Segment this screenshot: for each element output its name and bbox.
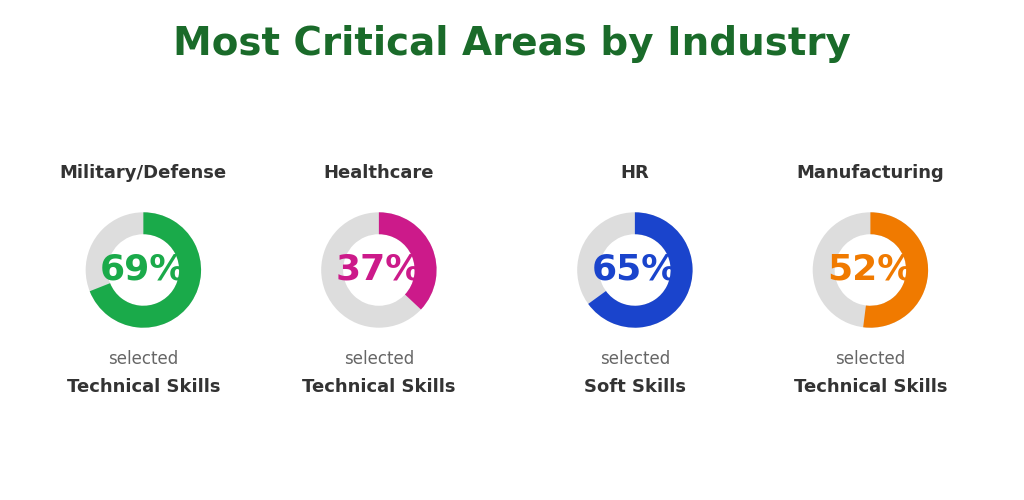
Wedge shape [90,212,201,328]
Text: Most Critical Areas by Industry: Most Critical Areas by Industry [173,25,851,63]
Text: selected: selected [109,350,178,368]
Text: 69%: 69% [100,253,186,287]
Text: Technical Skills: Technical Skills [794,378,947,396]
Text: HR: HR [621,164,649,182]
Wedge shape [863,212,928,328]
Wedge shape [588,212,692,328]
Text: selected: selected [836,350,905,368]
Text: Soft Skills: Soft Skills [584,378,686,396]
Text: selected: selected [600,350,670,368]
Wedge shape [578,212,692,328]
Text: 65%: 65% [592,253,678,287]
Text: 52%: 52% [827,253,913,287]
Text: Technical Skills: Technical Skills [67,378,220,396]
Wedge shape [813,212,928,328]
Text: Manufacturing: Manufacturing [797,164,944,182]
Wedge shape [86,212,201,328]
Text: Healthcare: Healthcare [324,164,434,182]
Text: Technical Skills: Technical Skills [302,378,456,396]
Text: Military/Defense: Military/Defense [59,164,227,182]
Text: selected: selected [344,350,414,368]
Wedge shape [379,212,436,310]
Text: 37%: 37% [336,253,422,287]
Wedge shape [322,212,436,328]
